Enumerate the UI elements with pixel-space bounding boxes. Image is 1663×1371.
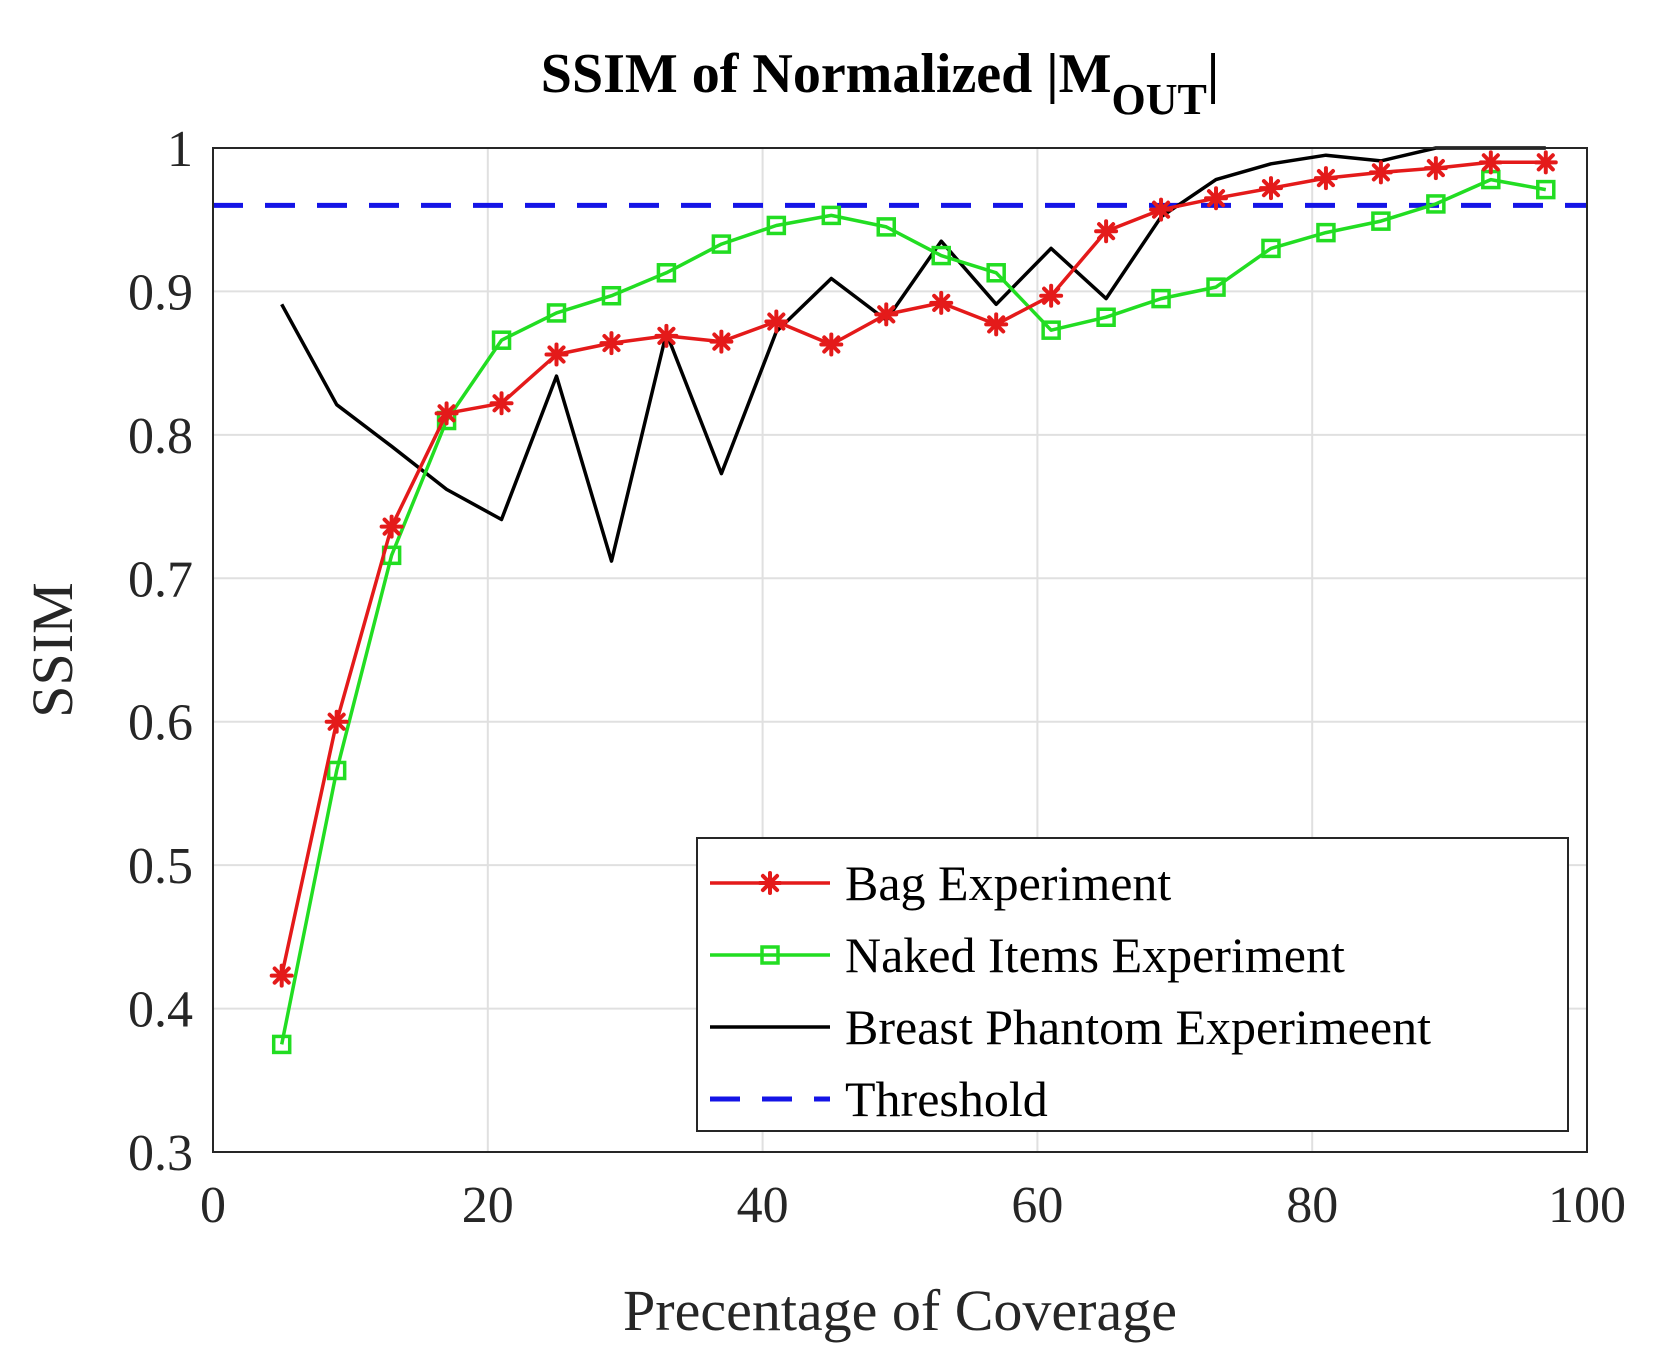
x-tick-label: 60 (1011, 1177, 1063, 1234)
data-point (764, 309, 789, 334)
data-point (1094, 219, 1119, 244)
x-tick-label: 0 (200, 1177, 226, 1234)
data-point (1204, 186, 1229, 211)
plot-series (213, 146, 1587, 1055)
data-point (326, 760, 347, 781)
data-point (601, 285, 622, 306)
x-axis-label: Precentage of Coverage (623, 1278, 1177, 1343)
data-point (1096, 307, 1116, 327)
x-tick-label: 20 (462, 1177, 514, 1234)
legend-box (696, 837, 1569, 1132)
legend-item: Threshold (710, 1071, 1048, 1127)
legend-label: Naked Items Experiment (845, 927, 1345, 983)
y-tick-label: 0.3 (128, 1125, 193, 1182)
legend-item: Breast Phantom Experimeent (710, 999, 1431, 1055)
data-point (876, 217, 897, 237)
data-point (1041, 320, 1061, 340)
data-point (931, 245, 951, 266)
y-tick-label: 0.9 (128, 264, 193, 321)
data-point (821, 205, 842, 226)
data-point (1426, 194, 1446, 214)
data-point (709, 329, 734, 354)
data-point (544, 342, 569, 367)
title-suffix: | (1207, 43, 1219, 105)
data-point (1536, 179, 1556, 200)
data-point (324, 709, 349, 734)
series-bag-experiment (269, 150, 1558, 988)
data-point (546, 303, 567, 323)
title-main: SSIM of Normalized |M (541, 43, 1112, 105)
data-point (491, 330, 512, 350)
data-point (1039, 283, 1064, 308)
data-point (271, 1034, 292, 1055)
y-tick-label: 1 (167, 121, 193, 178)
y-tick-label: 0.6 (128, 695, 193, 752)
data-point (766, 215, 787, 236)
x-tick-label: 40 (737, 1177, 789, 1234)
y-tick-label: 0.7 (128, 551, 193, 608)
legend-item: Bag Experiment (710, 855, 1171, 911)
series-breast-phantom-experimeent (280, 146, 1546, 563)
y-tick-label: 0.5 (128, 838, 193, 895)
legend-item: Naked Items Experiment (710, 927, 1345, 983)
data-point (656, 263, 677, 283)
data-point (434, 401, 459, 426)
data-point (1258, 176, 1283, 201)
y-tick-label: 0.8 (128, 408, 193, 465)
data-point (874, 302, 899, 327)
y-tick-labels: 0.3 0.4 0.5 0.6 0.7 0.8 0.9 1 (128, 121, 193, 1182)
data-point (1371, 211, 1391, 231)
data-point (1533, 150, 1558, 175)
data-point (986, 263, 1006, 283)
x-tick-labels: 0 20 40 60 80 100 (200, 1177, 1626, 1234)
data-point (1478, 150, 1503, 175)
legend-label: Threshold (845, 1071, 1048, 1127)
series-line (280, 146, 1546, 563)
data-point (1151, 288, 1171, 309)
x-tick-label: 100 (1548, 1177, 1626, 1234)
data-point (599, 331, 624, 356)
legend-marker (760, 945, 780, 965)
data-point (1206, 277, 1226, 297)
y-tick-label: 0.4 (128, 982, 193, 1039)
data-point (379, 514, 404, 539)
data-point (269, 963, 294, 988)
x-tick-label: 80 (1286, 1177, 1338, 1234)
data-point (1423, 156, 1448, 181)
data-point (819, 332, 844, 357)
chart-title: SSIM of Normalized |MOUT| (541, 43, 1219, 124)
y-axis-label: SSIM (20, 582, 85, 717)
series-naked-items-experiment (271, 169, 1556, 1055)
axes-box (212, 147, 1588, 1153)
data-point (1149, 197, 1174, 222)
data-point (1261, 238, 1281, 259)
legend-label: Breast Phantom Experimeent (845, 999, 1431, 1055)
data-point (489, 391, 514, 416)
data-point (1313, 166, 1338, 191)
data-point (1316, 222, 1336, 243)
legend-label: Bag Experiment (845, 855, 1171, 911)
data-point (1368, 160, 1393, 185)
data-point (711, 234, 732, 254)
data-point (654, 323, 679, 348)
title-subscript: OUT (1112, 75, 1207, 124)
data-point (929, 290, 954, 315)
legend: Bag Experiment Naked Items Experiment Brea… (696, 837, 1569, 1132)
legend-marker (758, 871, 782, 895)
data-point (984, 312, 1009, 337)
